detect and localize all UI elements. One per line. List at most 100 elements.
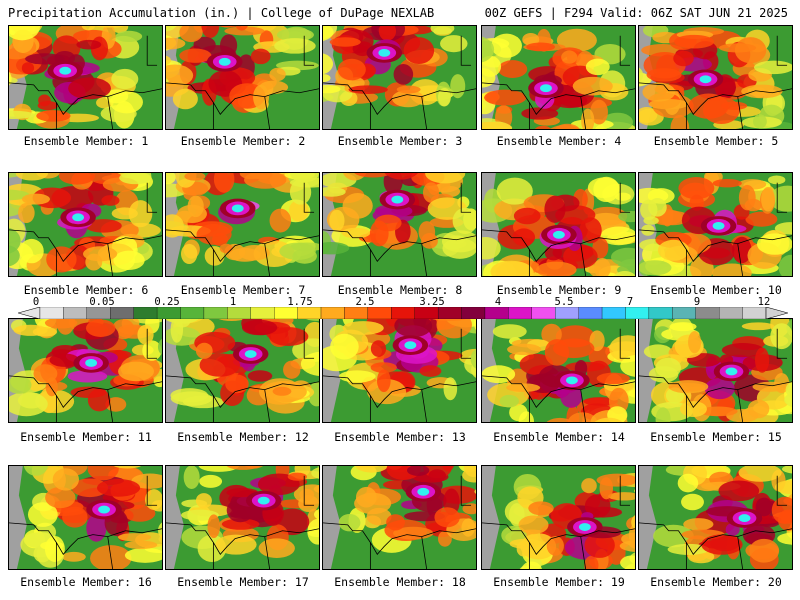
precip-field: [323, 26, 476, 129]
ensemble-member-map: [8, 318, 163, 423]
colorbar-segment: [672, 307, 696, 319]
ensemble-member-map: [481, 465, 636, 570]
precip-field: [482, 173, 635, 276]
colorbar-segment: [648, 307, 673, 319]
colorbar-segment: [437, 307, 462, 319]
ensemble-member-label: Ensemble Member: 14: [493, 430, 625, 444]
colorbar-segment: [297, 307, 322, 319]
ensemble-member-label: Ensemble Member: 4: [496, 134, 622, 148]
colorbar-segment: [625, 307, 650, 319]
precip-field: [482, 26, 635, 129]
ensemble-member-map: [165, 172, 320, 277]
ensemble-member-label: Ensemble Member: 11: [20, 430, 152, 444]
precip-field: [639, 466, 792, 569]
colorbar-segment: [719, 307, 743, 319]
precip-field: [166, 319, 319, 422]
colorbar-tick-label: 0.25: [154, 296, 180, 308]
colorbar-max-arrow: [765, 307, 788, 319]
colorbar-tick-label: 12: [757, 296, 771, 308]
precip-field: [323, 173, 476, 276]
ensemble-member-map: [165, 465, 320, 570]
precip-field: [9, 319, 162, 422]
ensemble-member-map: [481, 172, 636, 277]
colorbar-segment: [367, 307, 392, 319]
ensemble-member-label: Ensemble Member: 3: [337, 134, 463, 148]
ensemble-member-label: Ensemble Member: 20: [650, 575, 782, 589]
precip-field: [639, 26, 792, 129]
colorbar-segment: [110, 307, 134, 319]
ensemble-member-label: Ensemble Member: 7: [180, 283, 306, 297]
model-run-info: 00Z GEFS | F294 Valid: 06Z SAT JUN 21 20…: [484, 6, 788, 20]
ensemble-member-map: [481, 318, 636, 423]
ensemble-member-map: [481, 25, 636, 130]
ensemble-member-map: [165, 25, 320, 130]
colorbar-segment: [461, 307, 486, 319]
colorbar: [18, 307, 788, 319]
colorbar-tick-label: 9: [693, 296, 701, 308]
ensemble-member-map: [638, 318, 793, 423]
precip-field: [639, 319, 792, 422]
colorbar-segment: [133, 307, 158, 319]
colorbar-segment: [484, 307, 509, 319]
colorbar-tick-label: 1.75: [287, 296, 313, 308]
ensemble-member-map: [322, 465, 477, 570]
ensemble-member-label: Ensemble Member: 8: [337, 283, 463, 297]
ensemble-member-label: Ensemble Member: 16: [20, 575, 152, 589]
map-title: Precipitation Accumulation (in.) | Colle…: [8, 6, 435, 20]
colorbar-tick-label: 0.05: [89, 296, 115, 308]
precip-field: [166, 173, 319, 276]
colorbar-segment: [742, 307, 767, 319]
ensemble-member-map: [322, 172, 477, 277]
colorbar-min-arrow: [18, 307, 41, 319]
colorbar-tick-label: 7: [626, 296, 634, 308]
colorbar-tick-label: 5.5: [554, 296, 574, 308]
colorbar-segment: [39, 307, 64, 319]
precip-field: [323, 319, 476, 422]
colorbar-tick-label: 1: [229, 296, 237, 308]
colorbar-segment: [320, 307, 345, 319]
precip-field: [639, 173, 792, 276]
precip-field: [323, 466, 476, 569]
ensemble-member-label: Ensemble Member: 9: [496, 283, 622, 297]
colorbar-segment: [578, 307, 603, 319]
colorbar-segment: [156, 307, 181, 319]
precip-field: [9, 173, 162, 276]
precip-field: [9, 466, 162, 569]
colorbar-segment: [344, 307, 369, 319]
ensemble-member-label: Ensemble Member: 13: [334, 430, 466, 444]
precip-field: [9, 26, 162, 129]
colorbar-segment: [250, 307, 275, 319]
precip-field: [482, 466, 635, 569]
colorbar-tick-label: 3.25: [419, 296, 445, 308]
ensemble-member-map: [638, 172, 793, 277]
ensemble-member-label: Ensemble Member: 15: [650, 430, 782, 444]
ensemble-member-label: Ensemble Member: 2: [180, 134, 306, 148]
colorbar-segment: [531, 307, 556, 319]
precip-field: [166, 26, 319, 129]
ensemble-member-map: [8, 172, 163, 277]
ensemble-member-label: Ensemble Member: 18: [334, 575, 466, 589]
colorbar-segment: [601, 307, 626, 319]
colorbar-segment: [414, 307, 439, 319]
ensemble-member-map: [165, 318, 320, 423]
colorbar-segment: [274, 307, 298, 319]
colorbar-segment: [180, 307, 205, 319]
colorbar-segment: [391, 307, 415, 319]
colorbar-segment: [695, 307, 720, 319]
precip-field: [166, 466, 319, 569]
colorbar-tick-label: 2.5: [355, 296, 375, 308]
ensemble-member-label: Ensemble Member: 6: [23, 283, 149, 297]
ensemble-member-label: Ensemble Member: 12: [177, 430, 309, 444]
ensemble-member-map: [638, 465, 793, 570]
precip-field: [482, 319, 635, 422]
colorbar-segment: [63, 307, 87, 319]
colorbar-segment: [227, 307, 251, 319]
ensemble-member-map: [322, 25, 477, 130]
ensemble-member-label: Ensemble Member: 10: [650, 283, 782, 297]
ensemble-member-map: [638, 25, 793, 130]
ensemble-member-label: Ensemble Member: 19: [493, 575, 625, 589]
colorbar-tick-label: 0: [32, 296, 40, 308]
ensemble-member-map: [322, 318, 477, 423]
colorbar-segment: [555, 307, 579, 319]
colorbar-tick-label: 4: [494, 296, 502, 308]
